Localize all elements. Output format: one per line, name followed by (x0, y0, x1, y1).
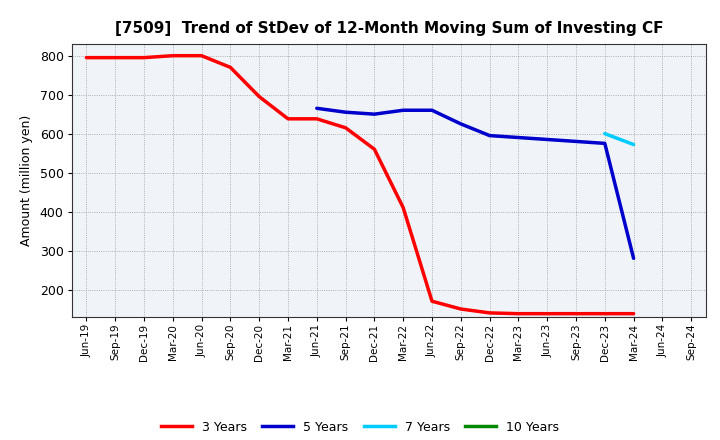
Legend: 3 Years, 5 Years, 7 Years, 10 Years: 3 Years, 5 Years, 7 Years, 10 Years (161, 421, 559, 434)
Title: [7509]  Trend of StDev of 12-Month Moving Sum of Investing CF: [7509] Trend of StDev of 12-Month Moving… (114, 21, 663, 36)
Y-axis label: Amount (million yen): Amount (million yen) (19, 115, 32, 246)
